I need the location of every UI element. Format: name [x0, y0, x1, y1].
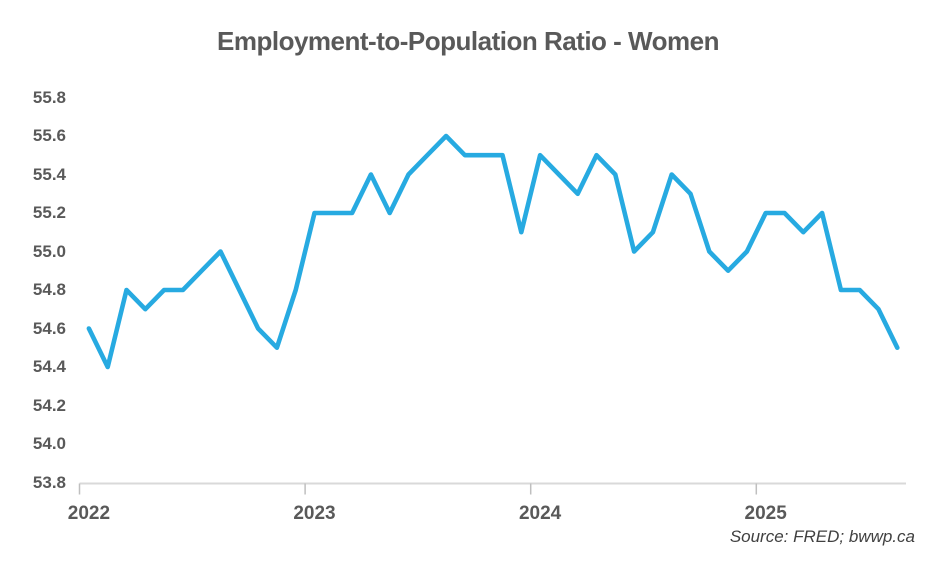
x-axis-tick-label: 2023	[293, 503, 336, 524]
y-axis-tick-label: 54.2	[32, 395, 66, 415]
y-axis-tick-label: 54.0	[32, 434, 66, 453]
x-axis-tick-label: 2024	[518, 503, 562, 524]
y-axis-tick-label: 54.8	[32, 280, 66, 299]
y-axis-tick-label: 55.2	[32, 203, 66, 222]
y-axis-tick-label: 54.6	[32, 318, 66, 338]
chart-title: Employment-to-Population Ratio - Women	[217, 26, 719, 56]
data-line-series	[86, 133, 900, 370]
y-axis-tick-label: 55.4	[32, 164, 66, 184]
y-axis-tick-label: 55.8	[32, 87, 66, 107]
x-axis-tick-label: 2025	[744, 503, 787, 524]
y-axis-tick-label: 54.4	[32, 357, 66, 376]
y-axis-tick-label: 55.0	[32, 241, 66, 261]
y-axis-tick-label: 55.6	[32, 126, 66, 145]
source-caption: Source: FRED; bwwp.ca	[729, 527, 915, 546]
y-axis-tick-label: 53.8	[32, 472, 66, 492]
x-axis-tick-label: 2022	[67, 503, 111, 524]
